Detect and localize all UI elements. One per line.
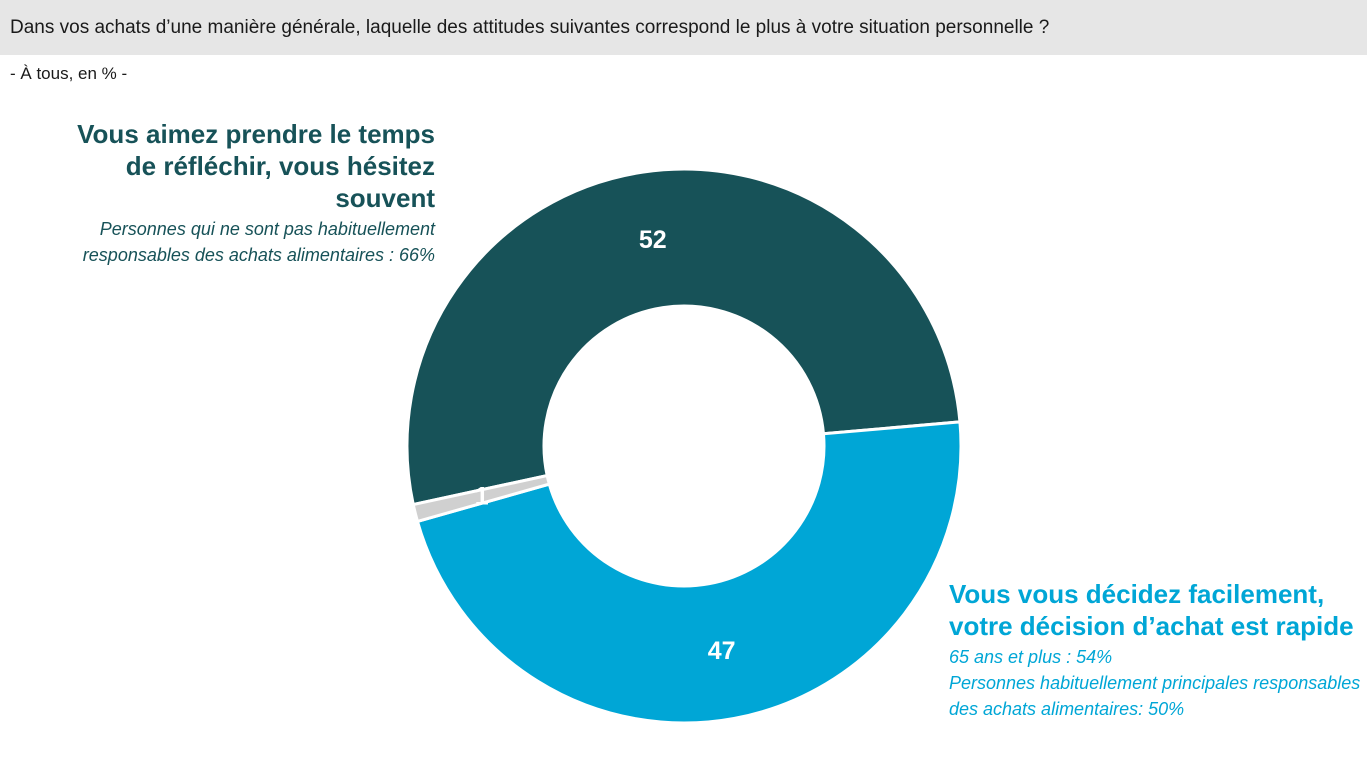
donut-slice-reflechir <box>405 167 962 507</box>
donut-slices <box>405 167 963 725</box>
annotation-right-notes: 65 ans et plus : 54% Personnes habituell… <box>949 644 1364 722</box>
annotation-left-title: Vous aimez prendre le temps de réfléchir… <box>77 119 435 213</box>
donut-slice-autre <box>411 473 552 524</box>
slice-label-autre: 1 <box>475 482 489 510</box>
base-text: - À tous, en % - <box>10 64 128 83</box>
donut-slice-decidez <box>415 420 963 725</box>
annotation-right: Vous vous décidez facilement, votre déci… <box>949 578 1364 722</box>
annotation-right-note-responsables: Personnes habituellement principales res… <box>949 673 1361 719</box>
donut-slice-labels: 52 47 1 <box>475 226 736 665</box>
annotation-right-title: Vous vous décidez facilement, votre déci… <box>949 579 1354 641</box>
annotation-left: Vous aimez prendre le temps de réfléchir… <box>75 118 435 268</box>
slice-label-decidez: 47 <box>708 637 736 665</box>
annotation-right-note-age: 65 ans et plus : 54% <box>949 647 1113 667</box>
annotation-left-note: Personnes qui ne sont pas habituellement… <box>82 219 435 265</box>
question-bar: Dans vos achats d’une manière générale, … <box>0 0 1367 55</box>
annotation-left-notes: Personnes qui ne sont pas habituellement… <box>75 216 435 268</box>
question-text: Dans vos achats d’une manière générale, … <box>10 17 1050 38</box>
slice-label-reflechir: 52 <box>639 226 667 254</box>
